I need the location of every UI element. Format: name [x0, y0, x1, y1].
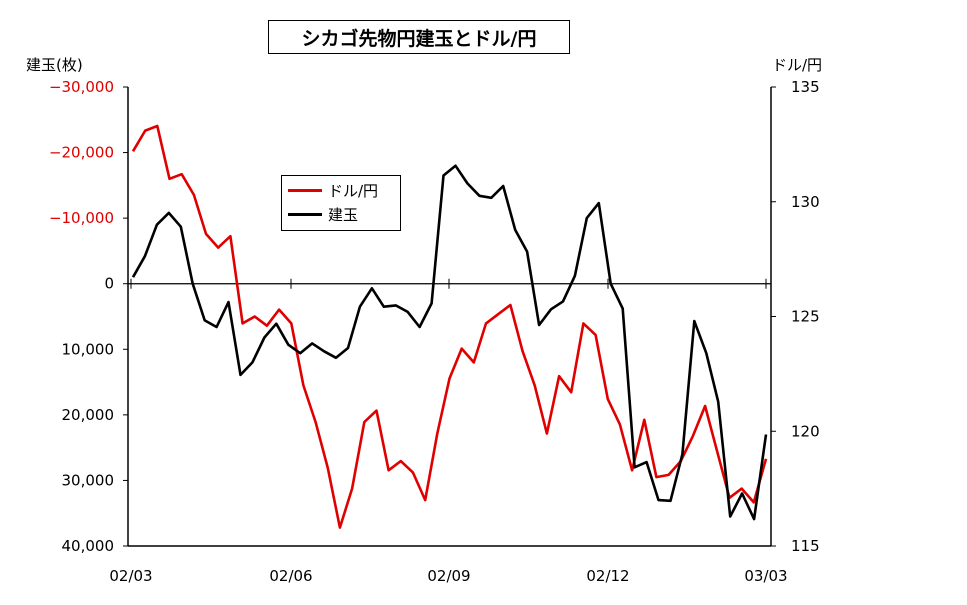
- x-tick-label: 02/03: [109, 567, 152, 585]
- right-tick-label: 125: [791, 308, 820, 326]
- legend-swatch-positions: [288, 212, 322, 216]
- chart-title: シカゴ先物円建玉とドル/円: [268, 20, 570, 54]
- right-tick-label: 130: [791, 193, 820, 211]
- left-tick-label: 0: [104, 275, 114, 293]
- legend-item-usdjpy: ドル/円: [288, 181, 379, 200]
- left-tick-label: 10,000: [62, 340, 115, 358]
- left-tick-label: 40,000: [62, 537, 115, 555]
- left-tick-label: 20,000: [62, 406, 115, 424]
- left-tick-label: −10,000: [49, 209, 114, 227]
- legend-swatch-usdjpy: [288, 188, 322, 192]
- legend: ドル/円 建玉: [281, 175, 401, 231]
- right-tick-label: 135: [791, 78, 820, 96]
- left-tick-label: 30,000: [62, 471, 115, 489]
- right-tick-label: 120: [791, 422, 820, 440]
- x-tick-label: 03/03: [744, 567, 787, 585]
- x-tick-label: 02/06: [269, 567, 312, 585]
- series-line-usdjpy: [131, 124, 768, 529]
- right-axis-label: ドル/円: [772, 56, 823, 74]
- legend-item-positions: 建玉: [288, 205, 359, 224]
- left-tick-label: −30,000: [49, 78, 114, 96]
- right-tick-label: 115: [791, 537, 820, 555]
- legend-label-positions: 建玉: [328, 205, 359, 224]
- legend-label-usdjpy: ドル/円: [328, 181, 379, 200]
- left-axis-label: 建玉(枚): [26, 56, 83, 74]
- x-tick-label: 02/12: [586, 567, 629, 585]
- x-tick-label: 02/09: [427, 567, 470, 585]
- series-line-positions: [131, 164, 768, 521]
- left-tick-label: −20,000: [49, 144, 114, 162]
